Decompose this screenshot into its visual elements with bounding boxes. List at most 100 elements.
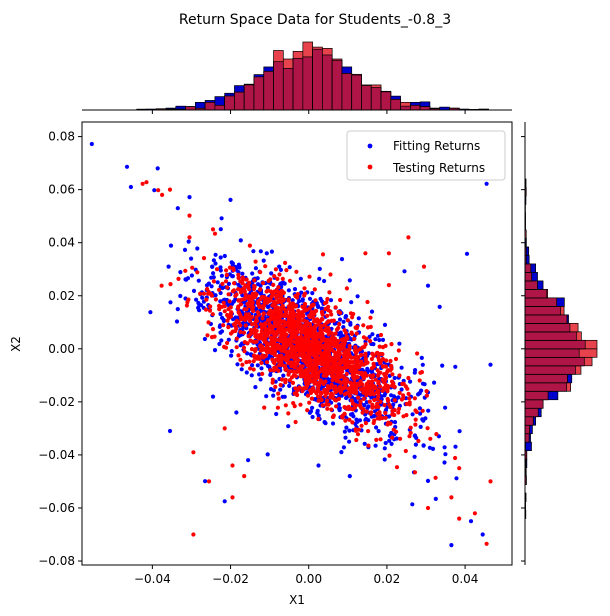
testing-point: [272, 320, 277, 325]
testing-point: [205, 333, 210, 338]
fitting-point: [389, 430, 394, 436]
testing-point: [268, 323, 274, 328]
testing-point: [236, 306, 241, 311]
fitting-point: [218, 265, 223, 270]
fitting-point: [300, 297, 305, 302]
fitting-point: [437, 304, 442, 309]
fitting-point: [286, 424, 291, 429]
testing-point: [285, 342, 290, 347]
fitting-point: [442, 445, 447, 450]
testing-point: [284, 332, 289, 337]
testing-point: [434, 432, 439, 437]
fitting-point: [211, 271, 216, 276]
testing-point: [359, 359, 364, 364]
fitting-point: [316, 304, 321, 309]
testing-point: [367, 399, 372, 404]
fitting-point: [218, 330, 223, 335]
fitting-point: [226, 337, 231, 342]
fitting-point: [265, 452, 270, 457]
fitting-point: [148, 310, 153, 315]
testing-point: [238, 323, 243, 328]
testing-point: [271, 282, 276, 287]
testing-point: [350, 420, 355, 425]
testing-point: [286, 349, 291, 354]
fitting-point: [213, 293, 218, 298]
testing-point: [320, 309, 325, 315]
testing-point: [284, 268, 289, 273]
fitting-point: [379, 394, 384, 399]
fitting-point: [238, 238, 243, 243]
testing-point: [244, 312, 249, 317]
testing-point: [351, 373, 356, 378]
fitting-point: [449, 543, 454, 548]
fitting-point: [399, 365, 404, 370]
testing-point: [369, 356, 374, 362]
fitting-point: [392, 375, 397, 381]
testing-point: [329, 312, 334, 317]
testing-point: [231, 266, 236, 271]
x-tick-label: 0.04: [452, 572, 479, 586]
testing-point: [191, 532, 196, 537]
fitting-point: [347, 439, 352, 444]
testing-point: [317, 331, 322, 336]
testing-point: [425, 505, 431, 511]
fitting-point: [281, 373, 286, 378]
fitting-point: [419, 355, 424, 360]
testing-point: [376, 352, 381, 357]
top-hist-ticks: [151, 110, 466, 114]
fitting-point: [191, 288, 197, 293]
fitting-point: [389, 441, 394, 446]
testing-point: [348, 364, 353, 369]
testing-point: [272, 361, 277, 366]
testing-point: [225, 318, 230, 323]
fitting-point: [347, 474, 352, 479]
hist-bar-overlap: [263, 70, 274, 111]
testing-point: [317, 319, 322, 324]
fitting-point: [251, 249, 256, 254]
fitting-point: [418, 424, 423, 429]
testing-point: [206, 320, 211, 325]
testing-point: [362, 371, 367, 376]
testing-point: [288, 361, 293, 366]
testing-point: [417, 378, 422, 383]
fitting-point: [401, 378, 406, 383]
testing-point: [195, 270, 200, 275]
fitting-point: [226, 302, 231, 307]
hist-bar-overlap: [524, 390, 549, 401]
testing-point: [246, 304, 251, 309]
testing-point: [326, 319, 331, 324]
testing-point: [253, 348, 258, 354]
fitting-point: [413, 442, 418, 447]
fitting-point: [369, 309, 375, 314]
testing-point: [283, 377, 288, 382]
testing-point: [350, 315, 355, 320]
testing-point: [198, 291, 203, 296]
fitting-point: [202, 336, 207, 342]
fitting-point: [317, 266, 322, 271]
testing-point: [268, 335, 273, 340]
testing-point: [344, 348, 350, 353]
testing-point: [244, 307, 249, 312]
fitting-point: [432, 380, 437, 385]
hist-bar-overlap: [524, 263, 532, 273]
testing-point: [221, 300, 226, 305]
fitting-point: [402, 269, 407, 274]
testing-point: [401, 414, 406, 419]
testing-point: [270, 303, 275, 308]
fitting-point: [297, 299, 302, 304]
testing-point: [347, 343, 352, 348]
hist-bar-overlap: [282, 68, 294, 111]
hist-bar-overlap: [312, 48, 323, 111]
fitting-point: [316, 463, 321, 468]
fitting-point: [344, 395, 349, 401]
testing-point: [238, 302, 243, 307]
testing-point: [160, 192, 165, 197]
testing-point: [325, 355, 330, 360]
testing-point: [347, 393, 352, 398]
fitting-point: [286, 288, 291, 293]
fitting-point: [278, 267, 283, 272]
testing-point: [396, 406, 402, 411]
fitting-point: [376, 429, 381, 434]
fitting-point: [277, 264, 282, 269]
testing-point: [286, 297, 291, 302]
